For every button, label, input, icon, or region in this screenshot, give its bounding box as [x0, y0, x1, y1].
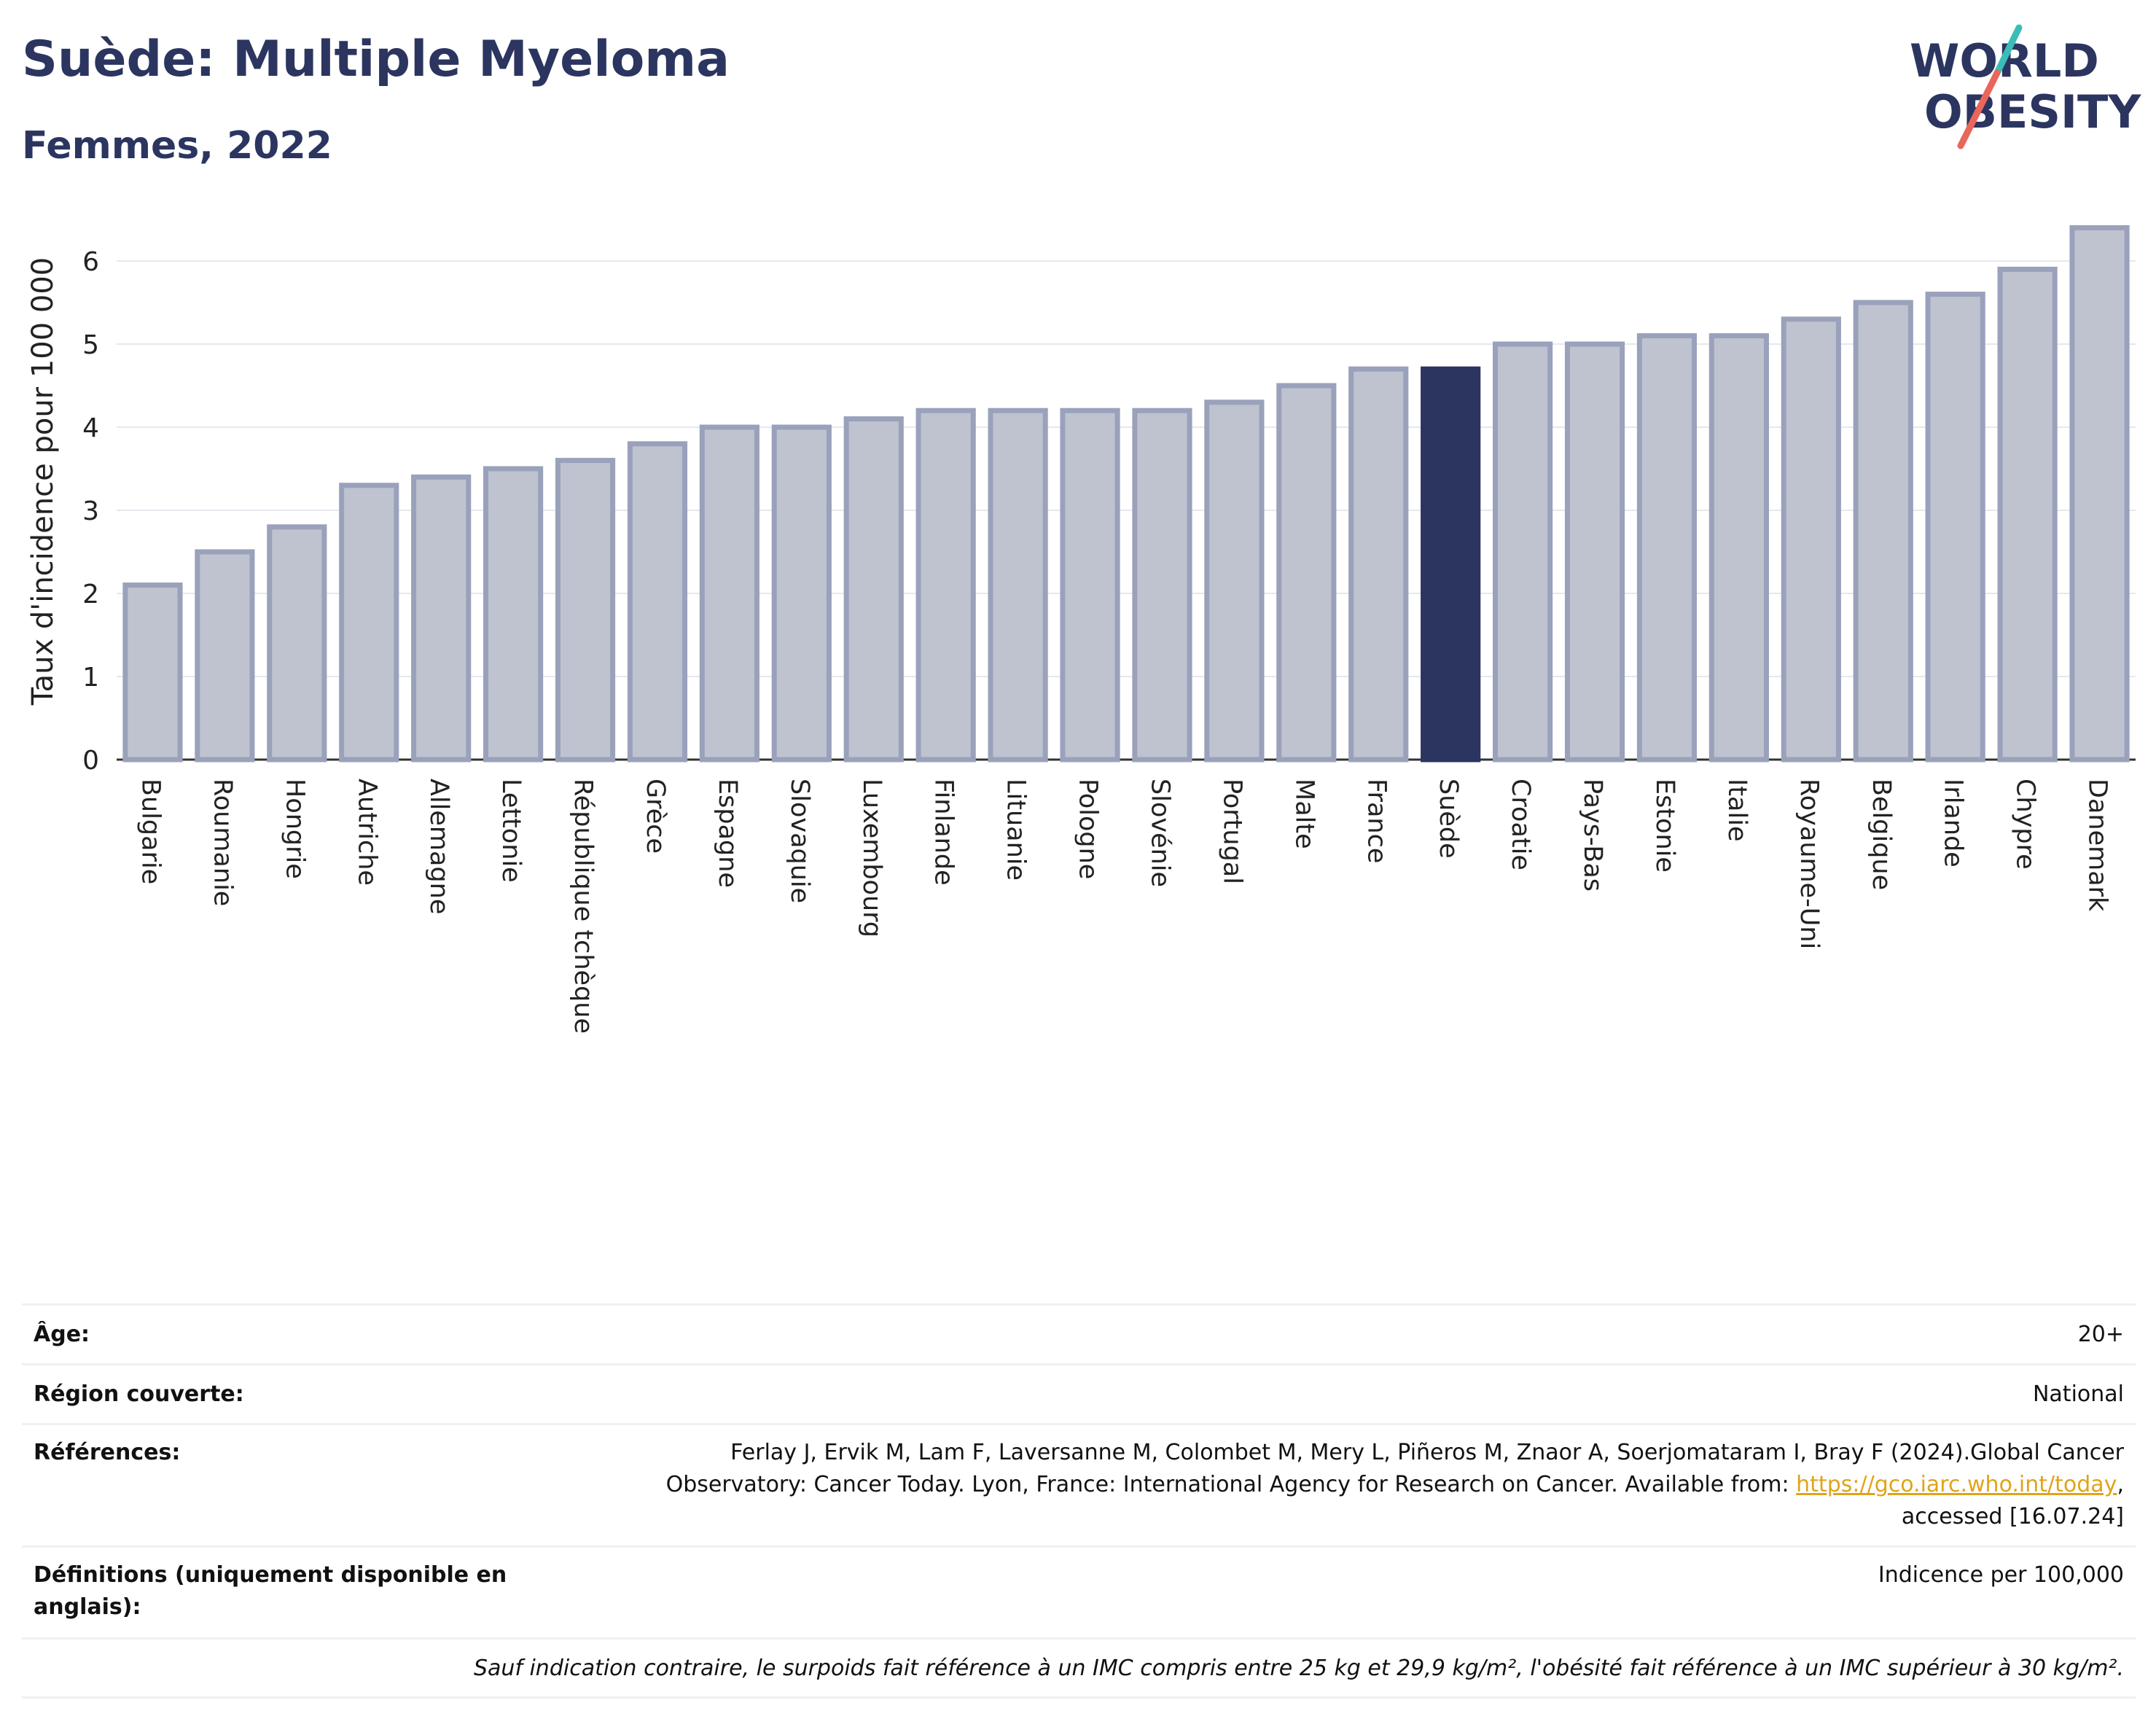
info-row-region: Région couverte: National	[22, 1363, 2136, 1423]
bar	[339, 483, 399, 763]
bar	[915, 408, 976, 763]
x-tick-label: Bulgarie	[136, 779, 165, 884]
region-label: Région couverte:	[34, 1381, 244, 1407]
bar	[555, 458, 616, 763]
bar	[1564, 341, 1625, 763]
bar	[411, 474, 472, 763]
bar	[1925, 292, 1985, 763]
x-tick-label: Luxembourg	[857, 779, 886, 937]
y-tick-label: 4	[82, 413, 99, 443]
x-tick-label: Italie	[1722, 779, 1751, 841]
y-tick-label: 6	[82, 247, 99, 277]
references-value: Ferlay J, Ervik M, Lam F, Laversanne M, …	[666, 1437, 2124, 1545]
x-tick-label: Pays-Bas	[1578, 779, 1607, 892]
x-tick-label: Roumanie	[208, 779, 237, 906]
definitions-value: Indicence per 100,000	[1878, 1562, 2124, 1588]
references-line-3: accessed [16.07.24]	[1901, 1504, 2124, 1529]
y-tick-label: 1	[82, 663, 99, 693]
x-tick-label: Finlande	[929, 779, 958, 886]
region-value: National	[2032, 1381, 2124, 1407]
bar	[771, 424, 832, 763]
x-tick-label: Lettonie	[496, 779, 526, 883]
info-row-note: Sauf indication contraire, le surpoids f…	[22, 1637, 2136, 1699]
references-link[interactable]: https://gco.iarc.who.int/today	[1796, 1472, 2117, 1497]
x-tick-label: Slovaquie	[785, 779, 814, 903]
y-tick-label: 5	[82, 330, 99, 360]
bar	[699, 424, 759, 763]
bars	[122, 225, 2130, 763]
references-label: Références:	[34, 1440, 181, 1465]
x-tick-label: Belgique	[1867, 779, 1896, 890]
definitions-label: Définitions (uniquement disponible en an…	[34, 1562, 507, 1620]
bar	[843, 416, 904, 763]
bar	[195, 549, 255, 763]
world-obesity-logo: WORLD OBESITY	[1910, 24, 2141, 149]
chart-title: Suède: Multiple Myeloma	[22, 31, 730, 88]
x-tick-label: Hongrie	[280, 779, 309, 879]
logo-coral-stroke	[1957, 69, 2001, 149]
bar	[1276, 383, 1337, 763]
bar	[1708, 333, 1769, 763]
y-tick-label: 2	[82, 580, 99, 609]
bar	[1997, 266, 2058, 763]
x-tick-label: Estonie	[1650, 779, 1679, 873]
y-tick-label: 0	[82, 746, 99, 776]
bar	[1636, 333, 1698, 763]
bar	[2069, 225, 2130, 763]
chart-subtitle: Femmes, 2022	[22, 124, 332, 168]
bar	[1493, 341, 1553, 763]
references-line-1: Ferlay J, Ervik M, Lam F, Laversanne M, …	[730, 1440, 2124, 1465]
bar	[1348, 366, 1409, 763]
x-tick-label: Portugal	[1217, 779, 1246, 884]
x-tick-label: Grèce	[641, 779, 670, 854]
bar	[627, 441, 688, 763]
x-tick-label: Lituanie	[1001, 779, 1031, 881]
x-tick-label: République tchèque	[569, 779, 598, 1034]
info-table: Âge: 20+ Région couverte: National Référ…	[22, 1303, 2136, 1699]
x-tick-label: France	[1362, 779, 1391, 863]
bar	[1204, 399, 1265, 763]
bar	[1853, 300, 1913, 763]
x-tick-label: Slovénie	[1145, 779, 1174, 887]
age-label: Âge:	[34, 1321, 90, 1347]
x-tick-label: Pologne	[1074, 779, 1103, 879]
x-tick-label: Espagne	[713, 779, 742, 888]
bar	[267, 524, 327, 763]
x-tick-label: Chypre	[2011, 779, 2040, 870]
x-tick-label: Irlande	[1939, 779, 1968, 868]
x-tick-label: Autriche	[352, 779, 381, 886]
footnote: Sauf indication contraire, le surpoids f…	[473, 1655, 2124, 1681]
y-axis-label: Taux d'incidence pour 100 000	[26, 257, 60, 706]
bar-chart: 0 1 2 3 4 5 6 Bulgarie Roumanie Hongrie Autriche A…	[26, 225, 2136, 1034]
x-tick-label: Croatie	[1506, 779, 1535, 870]
y-tick-label: 3	[82, 496, 99, 526]
bar	[1421, 366, 1481, 763]
info-row-definitions: Définitions (uniquement disponible en an…	[22, 1545, 2136, 1637]
references-line-2: Observatory: Cancer Today. Lyon, France:…	[665, 1472, 2124, 1497]
bar	[1781, 316, 1841, 763]
age-value: 20+	[2077, 1321, 2124, 1347]
bar	[1060, 408, 1120, 763]
x-tick-label: Malte	[1289, 779, 1319, 849]
x-tick-label: Danemark	[2083, 779, 2112, 912]
info-row-references: Références: Ferlay J, Ervik M, Lam F, La…	[22, 1423, 2136, 1545]
logo-teal-stroke	[1993, 24, 2023, 77]
x-tick-label: Allemagne	[424, 779, 453, 914]
references-line-2-text: Observatory: Cancer Today. Lyon, France:…	[665, 1472, 1797, 1497]
bar	[122, 582, 183, 763]
logo-line2: OBESITY	[1924, 85, 2141, 139]
x-tick-label: Royaume-Uni	[1794, 779, 1824, 949]
x-tick-label: Suède	[1434, 779, 1463, 859]
bar	[1132, 408, 1192, 763]
info-row-age: Âge: 20+	[22, 1303, 2136, 1363]
x-tick-labels: Bulgarie Roumanie Hongrie Autriche Allemagne…	[136, 779, 2112, 1034]
bar	[988, 408, 1048, 763]
y-tick-labels: 0 1 2 3 4 5 6	[82, 247, 99, 776]
bar	[483, 466, 544, 763]
